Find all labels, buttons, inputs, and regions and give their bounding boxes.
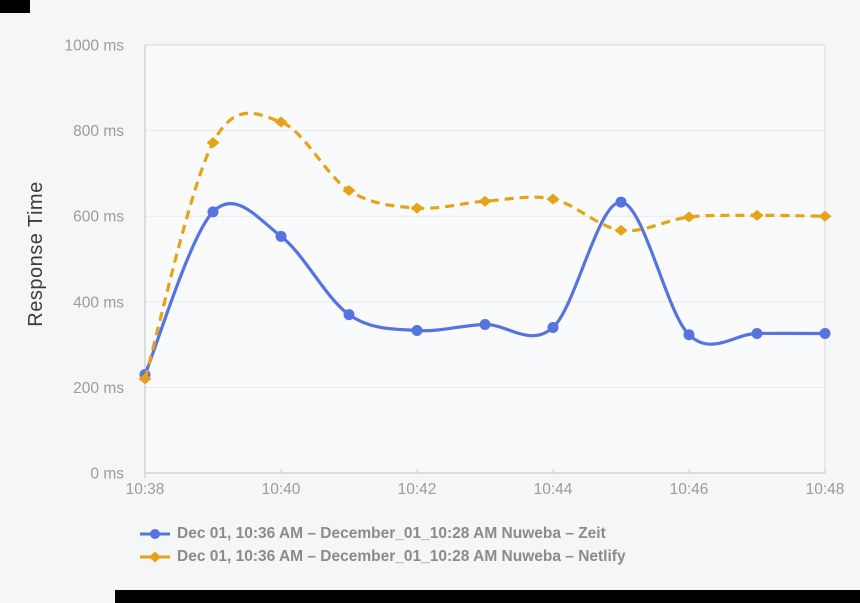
plot-background xyxy=(145,45,825,473)
legend-label-zeit: Dec 01, 10:36 AM – December_01_10:28 AM … xyxy=(177,524,606,542)
svg-text:10:40: 10:40 xyxy=(262,481,301,498)
watermark-bar-top-left xyxy=(0,0,30,13)
svg-text:1000 ms: 1000 ms xyxy=(65,38,125,55)
legend-item-netlify: Dec 01, 10:36 AM – December_01_10:28 AM … xyxy=(140,546,626,567)
netlify-line-marker-icon xyxy=(140,551,170,562)
svg-text:400 ms: 400 ms xyxy=(73,294,124,311)
y-axis-tick-labels: 0 ms 200 ms 400 ms 600 ms 800 ms 1000 ms xyxy=(65,38,125,483)
svg-text:10:48: 10:48 xyxy=(806,481,845,498)
svg-text:10:44: 10:44 xyxy=(534,481,573,498)
series-line-1 xyxy=(143,111,826,380)
legend: Dec 01, 10:36 AM – December_01_10:28 AM … xyxy=(140,523,626,567)
svg-text:200 ms: 200 ms xyxy=(73,380,124,397)
zeit-line-marker-icon xyxy=(140,528,170,539)
x-axis-tick-labels: 10:38 10:40 10:42 10:44 10:46 10:48 xyxy=(126,481,845,498)
legend-item-zeit: Dec 01, 10:36 AM – December_01_10:28 AM … xyxy=(140,523,626,544)
series-markers-1 xyxy=(138,116,832,385)
x-axis-ticks xyxy=(144,469,826,473)
svg-text:10:38: 10:38 xyxy=(126,481,165,498)
svg-text:600 ms: 600 ms xyxy=(73,209,124,226)
svg-text:10:42: 10:42 xyxy=(398,481,437,498)
svg-text:10:46: 10:46 xyxy=(670,481,709,498)
chart-plot-area: 0 ms 200 ms 400 ms 600 ms 800 ms 1000 ms 10:38… xyxy=(65,38,845,499)
legend-label-netlify: Dec 01, 10:36 AM – December_01_10:28 AM … xyxy=(177,547,626,565)
svg-text:0 ms: 0 ms xyxy=(90,466,124,483)
watermark-bar-bottom xyxy=(115,590,860,603)
svg-text:800 ms: 800 ms xyxy=(73,123,124,140)
